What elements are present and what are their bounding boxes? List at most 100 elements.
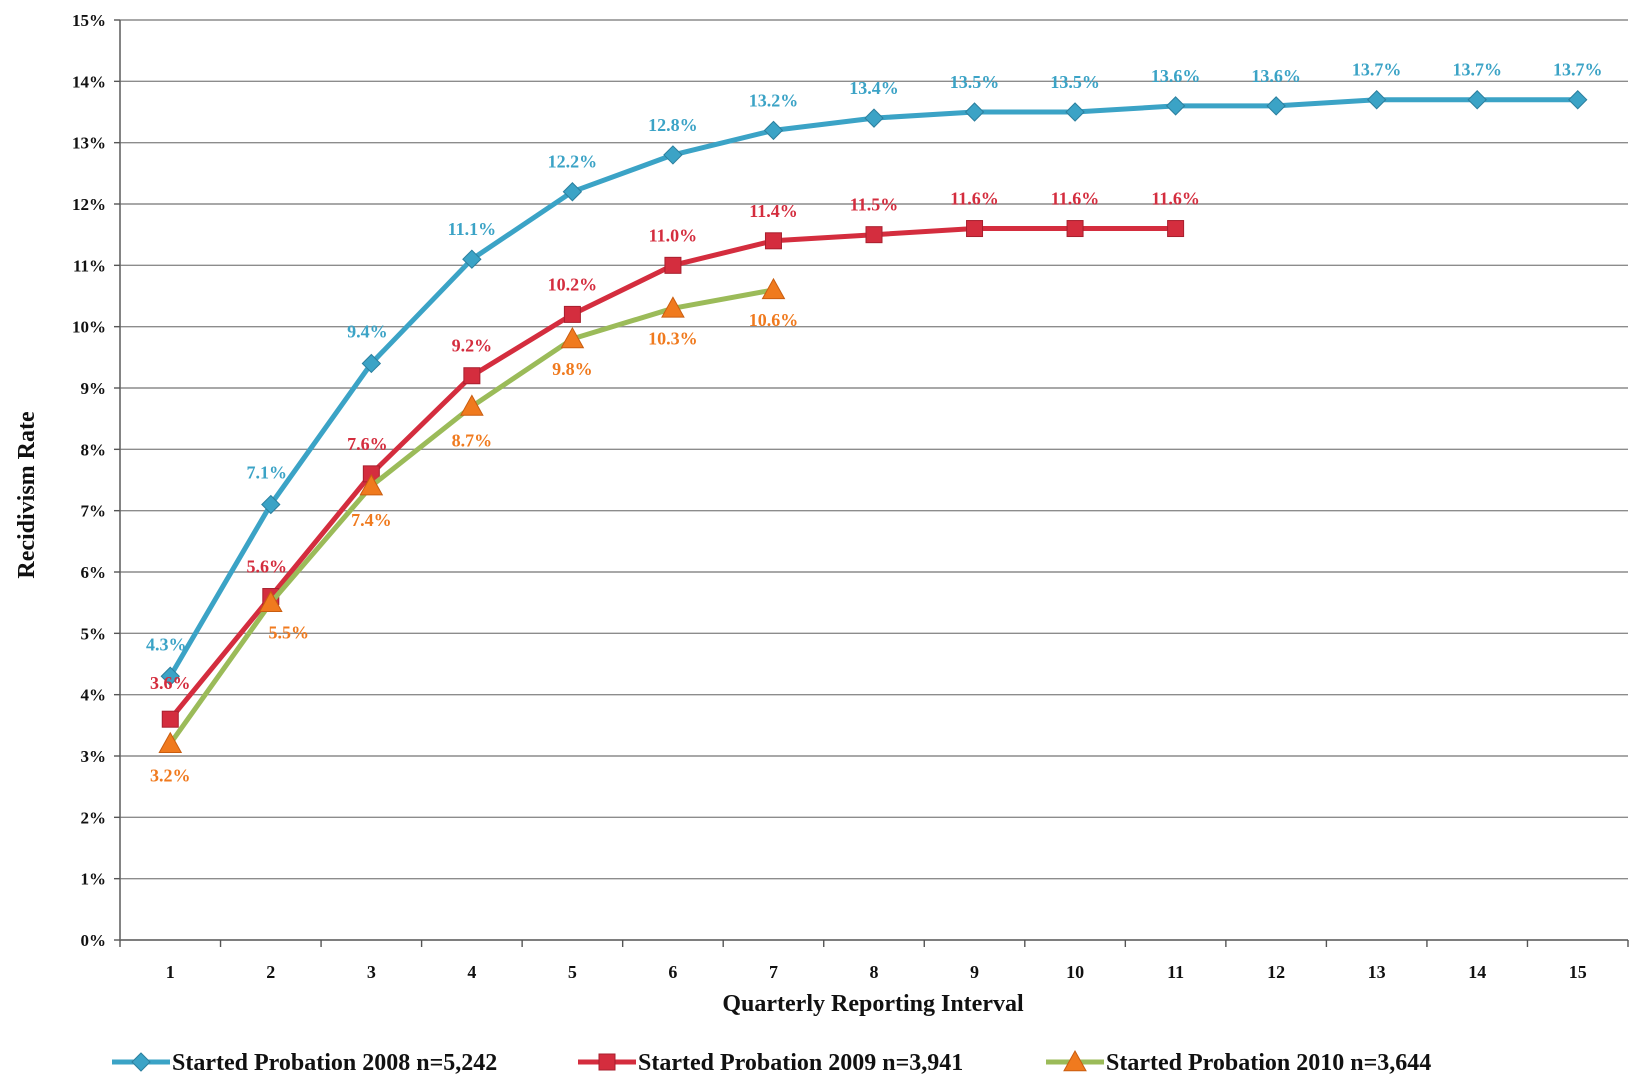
x-tick-label: 6 bbox=[668, 962, 677, 982]
x-tick-label: 14 bbox=[1468, 962, 1486, 982]
series-point bbox=[966, 220, 984, 238]
series-point bbox=[663, 145, 683, 165]
y-tick-label: 13% bbox=[72, 134, 106, 153]
series-point bbox=[258, 590, 283, 612]
legend: Started Probation 2008 n=5,242 Started Pr… bbox=[112, 1049, 1431, 1076]
x-tick-label: 4 bbox=[467, 962, 476, 982]
series-point bbox=[261, 494, 281, 515]
data-label: 9.8% bbox=[552, 359, 593, 379]
data-label: 8.7% bbox=[452, 430, 493, 450]
series-point bbox=[1167, 220, 1185, 238]
series-point bbox=[361, 353, 382, 374]
data-label: 13.4% bbox=[849, 78, 899, 98]
y-tick-label: 8% bbox=[81, 440, 107, 459]
x-axis-ticks: 1 2 3 4 5 6 7 8 9 10 11 12 13 14 15 bbox=[119, 940, 1629, 982]
legend-label: Started Probation 2008 n=5,242 bbox=[172, 1050, 497, 1076]
y-tick-label: 14% bbox=[72, 72, 106, 91]
data-label: 13.2% bbox=[749, 90, 799, 110]
series-point bbox=[1467, 90, 1487, 110]
x-tick-label: 1 bbox=[166, 962, 175, 982]
series-point bbox=[1065, 102, 1085, 122]
legend-marker bbox=[131, 1052, 151, 1072]
data-label: 11.6% bbox=[1151, 189, 1200, 209]
y-tick-label: 10% bbox=[72, 318, 106, 337]
x-tick-label: 11 bbox=[1167, 962, 1184, 982]
data-label: 7.4% bbox=[351, 510, 392, 530]
legend-label: Started Probation 2010 n=3,644 bbox=[1106, 1050, 1431, 1076]
x-tick-label: 8 bbox=[870, 962, 879, 982]
data-label: 13.7% bbox=[1352, 60, 1402, 80]
series-point bbox=[1165, 96, 1186, 116]
series-point bbox=[864, 108, 884, 128]
data-label: 9.2% bbox=[452, 336, 493, 356]
y-tick-label: 9% bbox=[81, 379, 107, 398]
series-point bbox=[460, 394, 484, 416]
data-label: 11.6% bbox=[1051, 189, 1100, 209]
data-label: 13.6% bbox=[1151, 66, 1201, 86]
series-point bbox=[462, 249, 482, 269]
series-point bbox=[563, 305, 581, 323]
data-label: 4.3% bbox=[146, 634, 187, 654]
series-point bbox=[158, 731, 183, 754]
data-label: 11.4% bbox=[749, 201, 798, 221]
data-label: 12.8% bbox=[648, 115, 698, 135]
x-tick-label: 9 bbox=[970, 962, 979, 982]
series-point bbox=[1366, 90, 1387, 110]
data-label: 10.2% bbox=[548, 274, 598, 294]
y-tick-label: 11% bbox=[73, 256, 106, 275]
y-tick-label: 6% bbox=[81, 563, 107, 582]
y-tick-label: 12% bbox=[72, 195, 106, 214]
series-point bbox=[661, 296, 685, 318]
series-point bbox=[160, 666, 180, 686]
legend-item: Started Probation 2010 n=3,644 bbox=[1046, 1049, 1431, 1076]
y-tick-label: 2% bbox=[81, 808, 107, 827]
data-label: 11.0% bbox=[649, 225, 698, 245]
y-tick-label: 0% bbox=[81, 931, 107, 950]
series-point bbox=[560, 326, 585, 349]
series-point bbox=[761, 277, 786, 300]
data-label: 13.5% bbox=[1050, 72, 1100, 92]
y-tick-label: 15% bbox=[72, 11, 106, 30]
series-point bbox=[763, 120, 784, 141]
series-point bbox=[161, 710, 179, 728]
series-point bbox=[664, 256, 682, 274]
series-point bbox=[359, 474, 384, 496]
data-label: 7.1% bbox=[247, 463, 288, 483]
data-label: 13.5% bbox=[950, 72, 1000, 92]
y-tick-label: 4% bbox=[81, 686, 107, 705]
gridlines bbox=[120, 19, 1628, 941]
x-tick-label: 13 bbox=[1368, 962, 1386, 982]
data-label: 3.2% bbox=[150, 766, 191, 786]
x-tick-label: 12 bbox=[1267, 962, 1285, 982]
x-tick-label: 7 bbox=[769, 962, 778, 982]
data-label: 13.6% bbox=[1251, 66, 1301, 86]
data-label: 3.6% bbox=[150, 673, 191, 693]
data-label: 5.5% bbox=[269, 623, 310, 643]
data-label: 9.4% bbox=[347, 321, 388, 341]
x-tick-label: 5 bbox=[568, 962, 577, 982]
legend-item: Started Probation 2009 n=3,941 bbox=[578, 1050, 963, 1076]
data-label: 11.6% bbox=[950, 189, 999, 209]
x-tick-label: 15 bbox=[1569, 962, 1587, 982]
series-point bbox=[1266, 96, 1286, 116]
legend-item: Started Probation 2008 n=5,242 bbox=[112, 1050, 497, 1076]
legend-marker bbox=[598, 1053, 616, 1071]
x-tick-label: 10 bbox=[1066, 962, 1084, 982]
y-tick-label: 1% bbox=[81, 870, 107, 889]
data-label: 11.1% bbox=[448, 219, 497, 239]
series-point bbox=[865, 226, 883, 244]
axes bbox=[119, 20, 1628, 941]
y-axis-title: Recidivism Rate bbox=[14, 411, 40, 579]
x-tick-label: 2 bbox=[266, 962, 275, 982]
legend-label: Started Probation 2009 n=3,941 bbox=[638, 1050, 963, 1076]
data-label: 10.3% bbox=[648, 328, 698, 348]
series-point bbox=[562, 182, 583, 202]
data-label: 12.2% bbox=[548, 152, 598, 172]
data-label: 7.6% bbox=[347, 434, 388, 454]
series-group bbox=[158, 90, 1588, 754]
series-point bbox=[764, 232, 782, 250]
data-label: 10.6% bbox=[749, 310, 799, 330]
x-tick-label: 3 bbox=[367, 962, 376, 982]
series-point bbox=[964, 102, 985, 122]
